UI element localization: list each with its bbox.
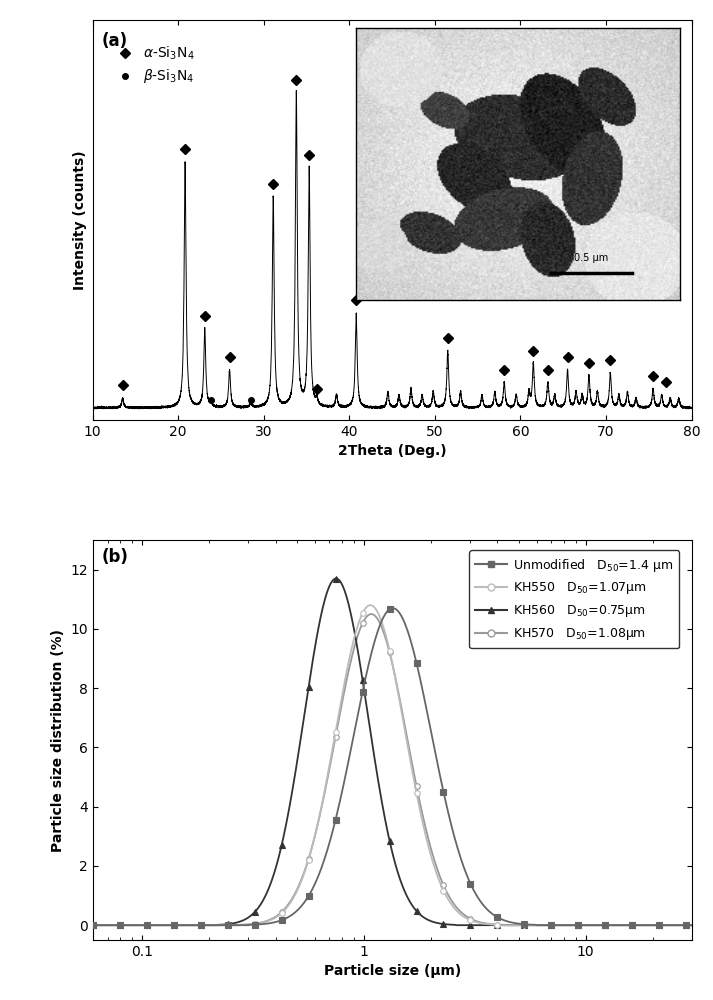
Text: (b): (b) bbox=[102, 548, 128, 566]
Legend: Unmodified   D$_{50}$=1.4 μm, KH550   D$_{50}$=1.07μm, KH560   D$_{50}$=0.75μm, : Unmodified D$_{50}$=1.4 μm, KH550 D$_{50… bbox=[469, 550, 679, 648]
Y-axis label: Intensity (counts): Intensity (counts) bbox=[73, 150, 87, 290]
Text: (a): (a) bbox=[102, 32, 128, 50]
Y-axis label: Particle size distribution (%): Particle size distribution (%) bbox=[51, 629, 65, 852]
Legend: $\alpha$-Si$_3$N$_4$, $\beta$-Si$_3$N$_4$: $\alpha$-Si$_3$N$_4$, $\beta$-Si$_3$N$_4… bbox=[106, 39, 200, 91]
X-axis label: Particle size (μm): Particle size (μm) bbox=[324, 964, 461, 978]
X-axis label: 2Theta (Deg.): 2Theta (Deg.) bbox=[338, 444, 446, 458]
